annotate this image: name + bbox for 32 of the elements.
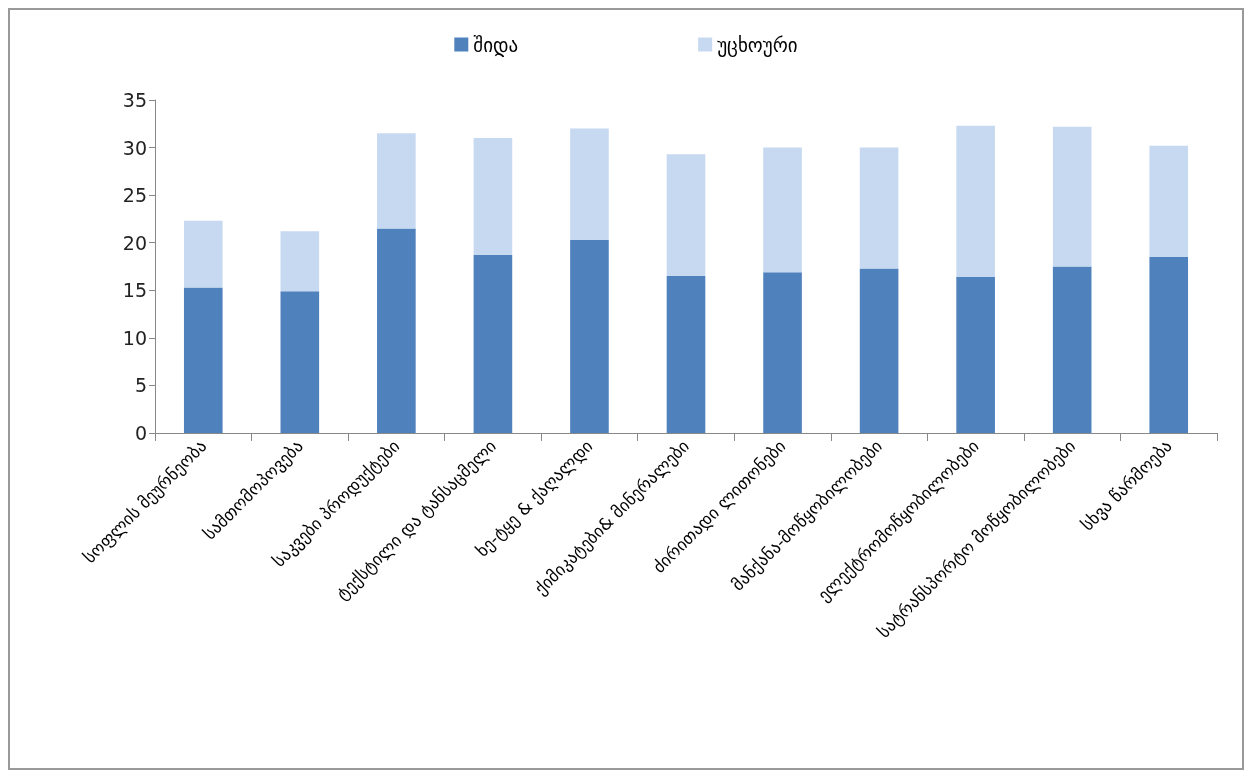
bar (859, 147, 899, 269)
y-tick-label: 5 (134, 374, 147, 397)
bar (377, 228, 416, 433)
y-tick-label: 10 (122, 326, 147, 349)
bar (280, 291, 320, 433)
bar (859, 268, 899, 433)
bar (763, 147, 802, 273)
bar (280, 231, 320, 292)
bar (1052, 266, 1092, 433)
y-tick-label: 15 (122, 279, 147, 302)
bar (763, 272, 802, 433)
bar (1149, 145, 1189, 257)
y-tick-label: 20 (122, 231, 147, 254)
bar (183, 287, 223, 433)
bar (666, 154, 706, 277)
legend-label: შიდა (473, 33, 519, 57)
y-tick-label: 25 (122, 184, 147, 207)
bar (666, 276, 706, 433)
bar (473, 255, 513, 433)
legend-label: უცხოური (717, 33, 798, 57)
bar (377, 133, 416, 229)
y-tick-label: 0 (134, 422, 147, 444)
bar (956, 125, 995, 277)
bar (570, 128, 609, 240)
bar (956, 276, 995, 433)
y-tick-label: 30 (122, 136, 147, 159)
bar (473, 138, 513, 256)
bar (570, 239, 609, 433)
bar (1052, 126, 1092, 267)
y-tick-label: 35 (122, 89, 147, 111)
bar (1149, 256, 1189, 433)
bar (183, 220, 223, 288)
